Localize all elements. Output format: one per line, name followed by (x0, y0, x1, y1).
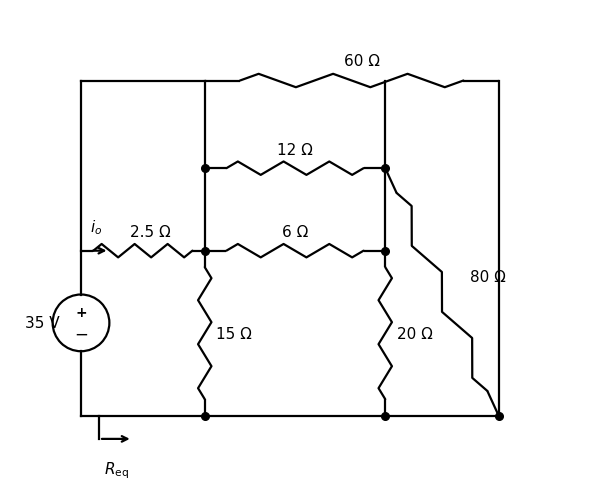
Text: 80 Ω: 80 Ω (470, 269, 506, 285)
Text: 15 Ω: 15 Ω (216, 326, 252, 341)
Text: $R_{\rm eq}$: $R_{\rm eq}$ (104, 460, 129, 480)
Text: 2.5 Ω: 2.5 Ω (130, 225, 171, 240)
Text: 12 Ω: 12 Ω (277, 142, 313, 158)
Text: −: − (74, 325, 88, 343)
Text: 60 Ω: 60 Ω (344, 54, 380, 68)
Text: +: + (75, 305, 87, 319)
Text: 6 Ω: 6 Ω (282, 225, 308, 240)
Text: 35 V: 35 V (25, 316, 60, 331)
Text: 20 Ω: 20 Ω (396, 326, 432, 341)
Text: $i_o$: $i_o$ (90, 218, 103, 237)
